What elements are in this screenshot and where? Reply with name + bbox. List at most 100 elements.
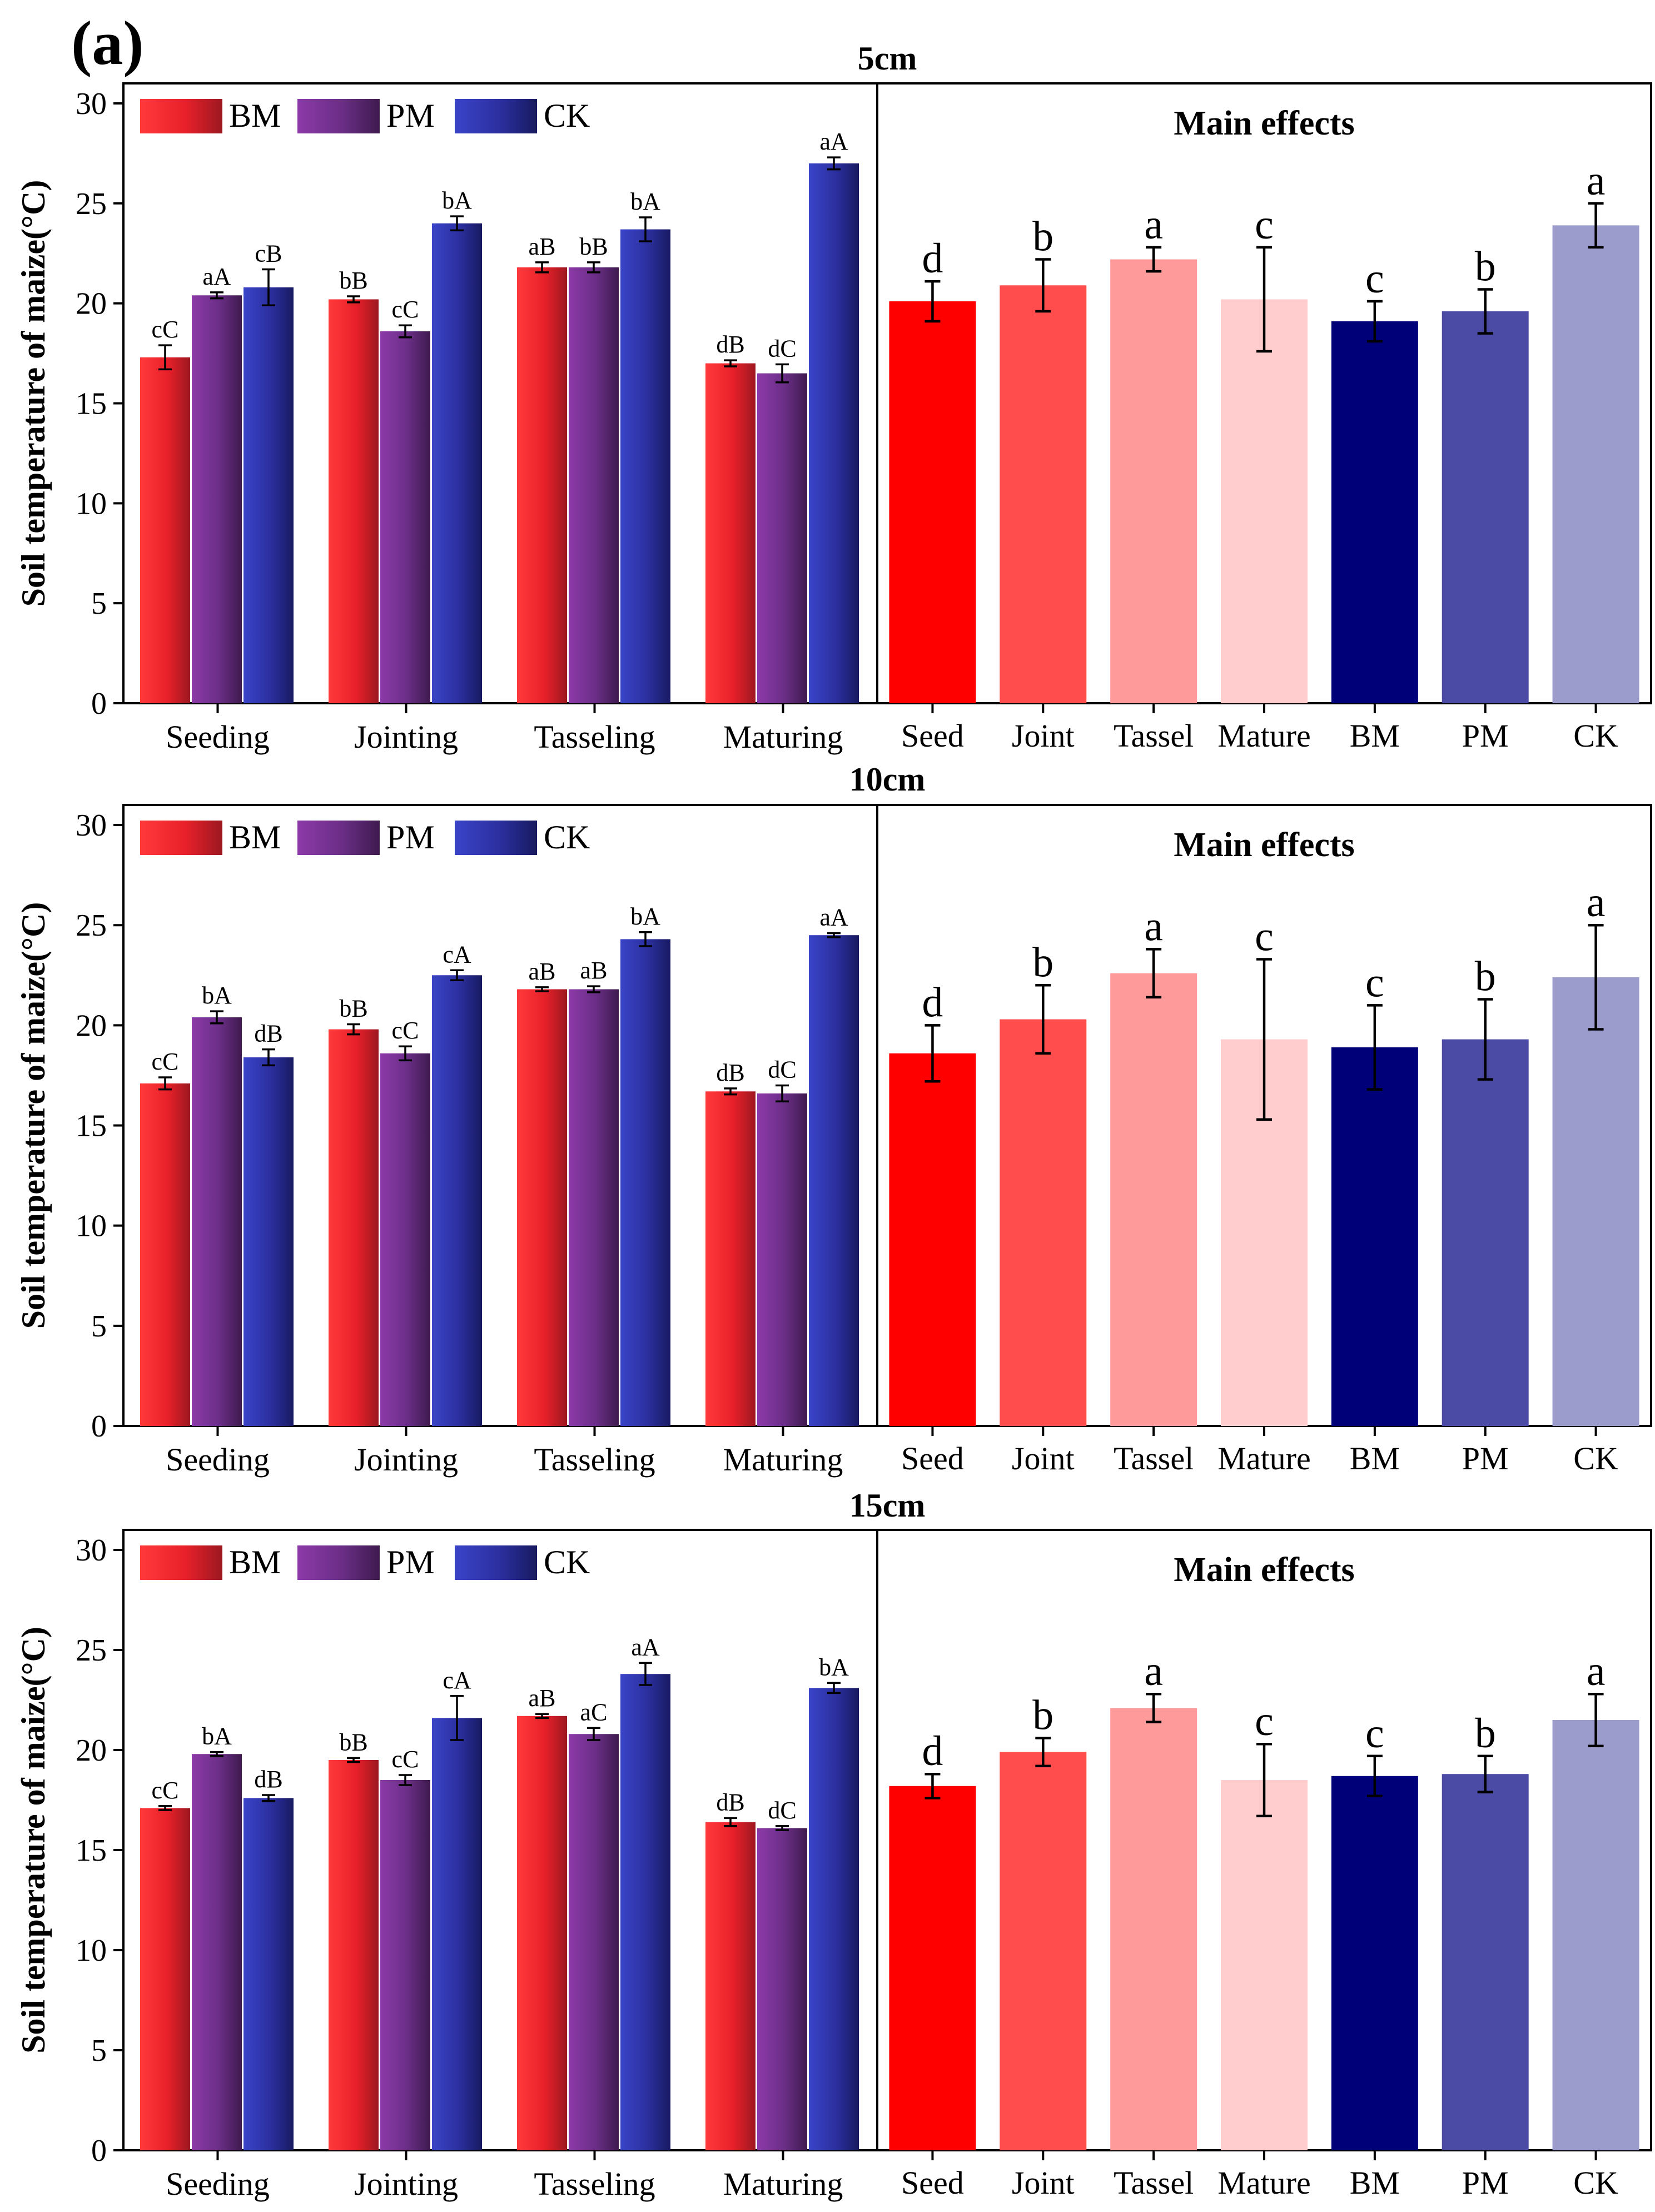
y-tick-label: 30 (76, 87, 107, 121)
x-tick-label: Jointing (354, 2166, 458, 2202)
main-effect-bar-PM (1442, 311, 1529, 703)
significance-label: cC (392, 1017, 419, 1044)
significance-label: bB (339, 1728, 367, 1756)
significance-label: cC (392, 296, 419, 323)
legend-label-BM: BM (229, 97, 281, 134)
depth-title: 5cm (858, 40, 917, 77)
y-tick-label: 30 (76, 1533, 107, 1568)
significance-label: b (1475, 243, 1496, 290)
x-tick-label: Tasseling (534, 719, 655, 755)
significance-label: cB (255, 240, 282, 267)
bar-PM-Seeding (192, 1017, 242, 1426)
bar-PM-Tasseling (569, 1734, 619, 2150)
significance-label: dC (768, 335, 796, 362)
main-effect-bar-Seed (889, 1053, 976, 1426)
significance-label: aA (202, 263, 231, 290)
significance-label: dB (716, 331, 744, 358)
significance-label: cA (443, 1667, 471, 1694)
significance-label: b (1475, 1710, 1496, 1757)
bar-PM-Tasseling (569, 267, 619, 704)
panel-15cm: 15cm Soil temperature of maize(°C) 0 5 10 15 2… (15, 1487, 1652, 2202)
legend-swatch-PM (297, 821, 380, 855)
x-tick-label: Maturing (723, 719, 843, 755)
significance-label: dB (716, 1059, 744, 1086)
legend-label-PM: PM (386, 1544, 435, 1580)
bar-CK-Tasseling (620, 1674, 670, 2150)
main-effect-bar-Tassel (1110, 259, 1197, 704)
significance-label: c (1255, 913, 1274, 960)
legend-swatch-BM (140, 1545, 222, 1580)
significance-label: aA (631, 1633, 660, 1661)
significance-label: cC (152, 1048, 179, 1075)
bar-PM-Jointing (380, 1053, 430, 1426)
y-tick-label: 25 (76, 187, 107, 221)
significance-label: a (1144, 1648, 1163, 1694)
main-effect-bar-Seed (889, 301, 976, 703)
bar-BM-Jointing (329, 1029, 379, 1426)
significance-label: aB (529, 958, 556, 985)
y-tick-label: 25 (76, 1633, 107, 1668)
significance-label: cA (443, 941, 471, 968)
bar-PM-Maturing (757, 1828, 807, 2150)
bar-PM-Jointing (380, 331, 430, 703)
legend-swatch-CK (455, 1545, 537, 1580)
x-tick-label: CK (1573, 1440, 1618, 1477)
significance-label: dB (254, 1020, 282, 1047)
y-tick-label: 0 (91, 1409, 107, 1444)
x-tick-label: BM (1350, 1440, 1400, 1477)
significance-label: aA (819, 904, 848, 931)
significance-label: a (1587, 879, 1606, 926)
legend-label-PM: PM (386, 97, 435, 134)
legend-label-CK: CK (544, 819, 590, 856)
y-tick-label: 30 (76, 808, 107, 843)
y-axis-label: Soil temperature of maize(°C) (15, 902, 52, 1329)
x-tick-label: Maturing (723, 2166, 843, 2202)
significance-label: dB (716, 1788, 744, 1816)
x-tick-label: Jointing (354, 1441, 458, 1478)
y-tick-label: 0 (91, 2134, 107, 2168)
bar-CK-Maturing (809, 935, 859, 1426)
bar-BM-Jointing (329, 299, 379, 703)
bar-CK-Jointing (432, 223, 482, 704)
bar-PM-Maturing (757, 373, 807, 703)
x-tick-label: Tassel (1114, 1440, 1194, 1477)
significance-label: bB (339, 267, 367, 294)
panel-5cm: 5cm Soil temperature of maize(°C) 0 5 10 15 20… (15, 40, 1652, 755)
bar-CK-Maturing (809, 1688, 859, 2150)
bar-PM-Seeding (192, 1754, 242, 2150)
legend-swatch-CK (455, 821, 537, 855)
bar-CK-Seeding (243, 287, 294, 703)
main-effect-bar-Tassel (1110, 1708, 1197, 2150)
x-tick-label: Tassel (1114, 718, 1194, 754)
significance-label: a (1587, 1648, 1606, 1694)
y-tick-label: 10 (76, 1933, 107, 1968)
main-effect-bar-Joint (1000, 1019, 1087, 1426)
legend-swatch-CK (455, 99, 537, 133)
significance-label: c (1365, 959, 1384, 1006)
significance-label: bA (630, 188, 660, 215)
bar-BM-Seeding (140, 357, 190, 703)
significance-label: b (1475, 953, 1496, 1000)
bar-BM-Tasseling (517, 1716, 567, 2150)
y-tick-label: 10 (76, 1209, 107, 1244)
significance-label: dC (768, 1056, 796, 1083)
bar-CK-Seeding (243, 1057, 294, 1426)
significance-label: bA (819, 1653, 849, 1681)
x-tick-label: Seed (901, 2165, 964, 2201)
main-effects-title: Main effects (1174, 105, 1354, 142)
significance-label: cC (152, 316, 179, 343)
y-tick-label: 15 (76, 1109, 107, 1144)
y-axis-label: Soil temperature of maize(°C) (15, 180, 52, 607)
legend-swatch-BM (140, 821, 222, 855)
significance-label: a (1144, 903, 1163, 950)
x-tick-label: Joint (1012, 1440, 1075, 1477)
x-tick-label: Maturing (723, 1441, 843, 1478)
x-tick-label: CK (1573, 2165, 1618, 2201)
legend-swatch-BM (140, 99, 222, 133)
main-effect-bar-Joint (1000, 285, 1087, 703)
main-effect-bar-Mature (1221, 299, 1308, 703)
main-effect-bar-Seed (889, 1786, 976, 2150)
significance-label: b (1032, 213, 1053, 260)
x-tick-label: Mature (1217, 718, 1311, 754)
x-tick-label: CK (1573, 718, 1618, 754)
